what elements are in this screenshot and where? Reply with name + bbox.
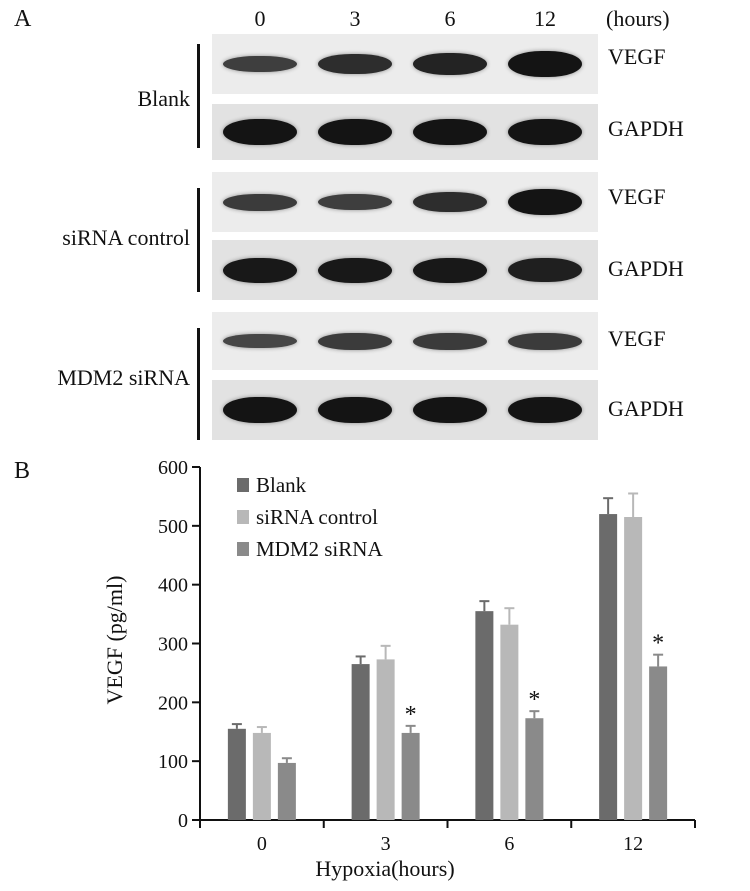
bar bbox=[649, 666, 668, 820]
blot-band bbox=[318, 119, 392, 145]
group-bracket-mdm2-sirna bbox=[197, 328, 200, 440]
protein-label-vegf: VEGF bbox=[608, 326, 666, 351]
bar bbox=[599, 514, 618, 820]
blot-band bbox=[223, 258, 297, 283]
time-unit-label: (hours) bbox=[606, 6, 670, 31]
panel-b-letter: B bbox=[14, 458, 31, 484]
bar bbox=[401, 732, 420, 820]
group-bracket-blank bbox=[197, 44, 200, 148]
significance-mark: * bbox=[528, 687, 540, 713]
legend-label: Blank bbox=[256, 473, 307, 497]
bar-chart: 0 100 200 300 400 500 600 0 3 6 12 * * * Blank siRNA … bbox=[102, 457, 696, 881]
protein-label-gapdh: GAPDH bbox=[608, 116, 684, 141]
group-label-blank: Blank bbox=[137, 86, 190, 111]
y-tick-label: 600 bbox=[158, 457, 188, 479]
legend: Blank siRNA control MDM2 siRNA bbox=[237, 473, 383, 561]
blot-strip bbox=[212, 104, 598, 160]
protein-label-vegf: VEGF bbox=[608, 44, 666, 69]
bar bbox=[376, 659, 395, 820]
y-tick-label: 100 bbox=[158, 751, 188, 773]
blot-band bbox=[413, 192, 487, 212]
legend-label: MDM2 siRNA bbox=[256, 537, 383, 561]
legend-swatch bbox=[237, 542, 249, 556]
blot-strip bbox=[212, 380, 598, 440]
significance-mark: * bbox=[405, 702, 417, 728]
blot-band bbox=[223, 397, 297, 423]
blot-band bbox=[508, 397, 582, 423]
panel-a-letter: A bbox=[14, 6, 32, 32]
y-axis-label: VEGF (pg/ml) bbox=[102, 576, 127, 705]
blot-band bbox=[223, 56, 297, 72]
blot-band bbox=[413, 119, 487, 145]
blot-strip bbox=[212, 172, 598, 232]
x-tick-label: 0 bbox=[257, 833, 267, 855]
bar bbox=[624, 517, 643, 820]
group-label-mdm2-sirna: MDM2 siRNA bbox=[57, 365, 190, 390]
bar bbox=[227, 728, 246, 820]
protein-label-vegf: VEGF bbox=[608, 184, 666, 209]
y-tick-label: 0 bbox=[178, 810, 188, 832]
group-label-sirna-control: siRNA control bbox=[62, 225, 190, 250]
blot-band bbox=[508, 51, 582, 77]
bars: * * * bbox=[227, 492, 668, 820]
bar bbox=[500, 624, 519, 820]
group-bracket-sirna-control bbox=[197, 188, 200, 292]
x-tick-label: 6 bbox=[504, 833, 514, 855]
time-label-6: 6 bbox=[444, 6, 456, 31]
y-tick-label: 400 bbox=[158, 575, 188, 597]
bar bbox=[351, 664, 370, 820]
blot-band bbox=[318, 194, 392, 210]
blot-band bbox=[223, 119, 297, 145]
blot-band bbox=[318, 258, 392, 283]
x-tick-label: 12 bbox=[623, 833, 643, 855]
blot-band bbox=[318, 54, 392, 74]
blot-band bbox=[413, 53, 487, 75]
significance-mark: * bbox=[652, 631, 664, 657]
blot-band bbox=[318, 397, 392, 423]
blot-band bbox=[318, 333, 392, 350]
x-tick-label: 3 bbox=[381, 833, 391, 855]
blot-band bbox=[508, 258, 582, 282]
bar bbox=[475, 611, 494, 820]
legend-swatch bbox=[237, 478, 249, 492]
time-label-12: 12 bbox=[534, 6, 556, 31]
blot-band bbox=[413, 333, 487, 350]
time-label-0: 0 bbox=[254, 6, 266, 31]
blot-band bbox=[413, 397, 487, 423]
protein-label-gapdh: GAPDH bbox=[608, 256, 684, 281]
blot-strip bbox=[212, 34, 598, 94]
bar bbox=[277, 762, 296, 820]
blot-band bbox=[413, 258, 487, 283]
y-tick-label: 200 bbox=[158, 692, 188, 714]
legend-label: siRNA control bbox=[256, 505, 378, 529]
blot-band bbox=[508, 189, 582, 215]
axes: 0 100 200 300 400 500 600 0 3 6 12 bbox=[158, 457, 696, 855]
blot-band bbox=[223, 194, 297, 211]
y-tick-label: 300 bbox=[158, 634, 188, 656]
blot-band bbox=[223, 334, 297, 348]
bar bbox=[525, 718, 544, 820]
blot-strip bbox=[212, 312, 598, 370]
bar bbox=[252, 732, 271, 820]
protein-label-gapdh: GAPDH bbox=[608, 396, 684, 421]
blot-band bbox=[508, 333, 582, 350]
x-axis-label: Hypoxia(hours) bbox=[315, 856, 454, 881]
y-tick-label: 500 bbox=[158, 516, 188, 538]
legend-swatch bbox=[237, 510, 249, 524]
time-label-3: 3 bbox=[349, 6, 361, 31]
blot-band bbox=[508, 119, 582, 145]
blot-strip bbox=[212, 240, 598, 300]
